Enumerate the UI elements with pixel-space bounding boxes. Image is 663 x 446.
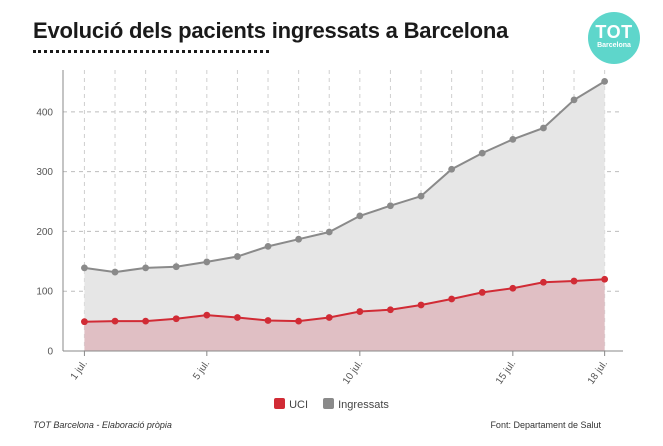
- legend-label-uci: UCI: [289, 399, 309, 411]
- credit-text: TOT Barcelona - Elaboració pròpia: [33, 420, 172, 430]
- point-uci-14: [509, 284, 517, 292]
- point-uci-11: [417, 301, 425, 309]
- point-ingressats-1: [111, 268, 119, 276]
- legend-item-uci[interactable]: UCI: [274, 398, 308, 411]
- x-tick-label-0: 1 jul.: [69, 358, 90, 382]
- point-ingressats-9: [356, 212, 364, 220]
- area-ingressats: [84, 81, 605, 352]
- source-text: Font: Departament de Salut: [490, 420, 601, 430]
- legend-item-ingressats[interactable]: Ingressats: [323, 398, 389, 411]
- point-ingressats-12: [448, 165, 456, 173]
- y-tick-label-4: 400: [36, 107, 53, 118]
- legend-swatch-ingressats: [323, 398, 335, 409]
- point-uci-2: [142, 317, 150, 325]
- point-uci-17: [601, 275, 609, 283]
- point-ingressats-10: [387, 202, 394, 210]
- point-uci-1: [111, 317, 119, 325]
- point-uci-7: [295, 317, 303, 325]
- x-tick-label-3: 15 jul.: [494, 358, 518, 386]
- chart-areas: [84, 81, 605, 352]
- point-uci-13: [478, 289, 486, 296]
- point-ingressats-16: [570, 96, 578, 104]
- x-tick-label-1: 5 jul.: [191, 358, 212, 382]
- point-ingressats-17: [601, 77, 609, 85]
- point-ingressats-7: [295, 235, 303, 243]
- point-uci-8: [325, 314, 333, 321]
- point-uci-16: [570, 277, 578, 285]
- point-uci-12: [448, 295, 456, 303]
- y-tick-label-2: 200: [36, 227, 53, 238]
- point-ingressats-4: [203, 258, 211, 266]
- point-ingressats-11: [417, 192, 425, 200]
- point-ingressats-13: [478, 149, 486, 157]
- point-ingressats-14: [509, 135, 517, 143]
- point-ingressats-3: [172, 263, 180, 271]
- y-tick-label-1: 100: [36, 287, 53, 298]
- chart-lines: [84, 80, 606, 323]
- point-uci-10: [387, 306, 394, 314]
- x-tick-label-2: 10 jul.: [341, 358, 365, 386]
- point-ingressats-8: [325, 228, 333, 236]
- point-ingressats-6: [264, 242, 272, 250]
- point-uci-6: [264, 317, 272, 324]
- chart-axes: [62, 70, 623, 356]
- point-uci-3: [172, 315, 180, 323]
- y-tick-label-3: 300: [36, 167, 53, 178]
- chart-points: [81, 77, 609, 326]
- point-ingressats-2: [142, 264, 150, 272]
- legend-swatch-uci: [274, 398, 286, 409]
- y-tick-label-0: 0: [47, 347, 53, 358]
- title-underline: [33, 50, 269, 53]
- point-uci-0: [81, 318, 88, 326]
- point-uci-4: [203, 311, 211, 319]
- point-ingressats-15: [540, 124, 547, 132]
- brand-logo: TOT Barcelona: [588, 12, 640, 64]
- line-ingressats: [84, 80, 606, 274]
- point-uci-9: [356, 308, 364, 315]
- point-ingressats-0: [81, 264, 88, 272]
- logo-text-top: TOT: [595, 22, 633, 42]
- line-uci: [84, 278, 605, 323]
- logo-text-bottom: Barcelona: [597, 42, 631, 49]
- point-uci-15: [540, 278, 547, 286]
- point-ingressats-5: [234, 253, 241, 260]
- page-title: Evolució dels pacients ingressats a Barc…: [33, 18, 509, 43]
- chart-legend: UCI Ingressats: [0, 398, 663, 411]
- x-tick-label-4: 18 jul.: [586, 358, 610, 386]
- legend-label-ingressats: Ingressats: [338, 399, 389, 411]
- point-uci-5: [234, 314, 241, 321]
